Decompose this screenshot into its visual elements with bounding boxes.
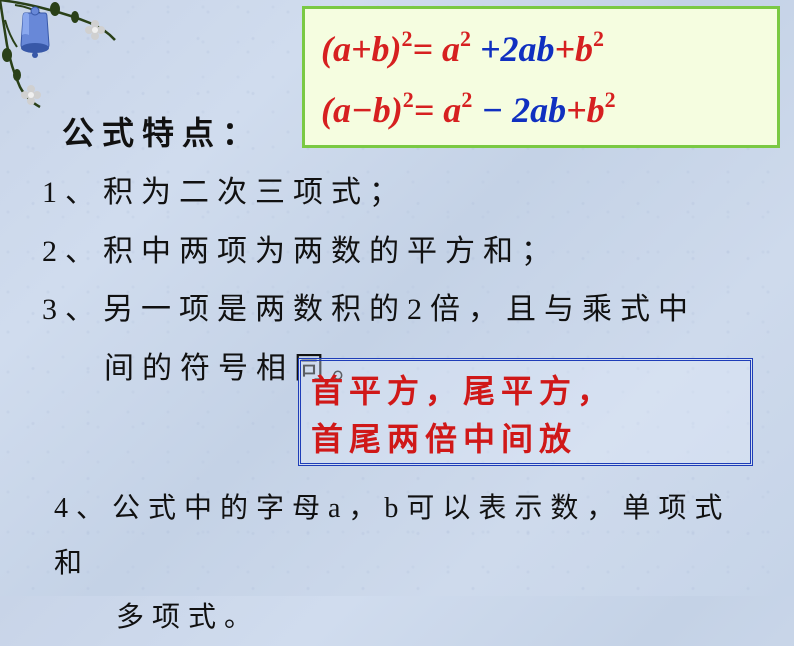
formula-line-2: (a−b)2= a2 − 2ab+b2	[321, 80, 761, 141]
item-3-line1: 3、另一项是两数积的2倍，且与乘式中	[42, 281, 762, 340]
formula2-lhs: (a−b)	[321, 90, 403, 130]
item-2: 2、积中两项为两数的平方和；	[42, 223, 762, 282]
section-heading: 公式特点：	[62, 108, 262, 154]
formula2-middle: − 2ab	[472, 90, 566, 130]
corner-ornament	[0, 0, 125, 110]
mnemonic-line-1: 首平方，尾平方，	[311, 367, 740, 415]
formula1-middle: +2ab	[471, 29, 555, 69]
formula1-lhs: (a+b)	[321, 29, 402, 69]
mnemonic-box: 首平方，尾平方， 首尾两倍中间放	[298, 358, 753, 466]
item-4: 4、公式中的字母a，b可以表示数，单项式和 多项式。	[54, 482, 764, 646]
item-1: 1、积为二次三项式；	[42, 164, 762, 223]
mnemonic-line-2: 首尾两倍中间放	[311, 415, 740, 463]
formula-line-1: (a+b)2= a2 +2ab+b2	[321, 19, 761, 80]
item-4-line2: 多项式。	[54, 591, 260, 646]
item-4-line1: 4、公式中的字母a，b可以表示数，单项式和	[54, 482, 764, 591]
formula-box: (a+b)2= a2 +2ab+b2 (a−b)2= a2 − 2ab+b2	[302, 6, 780, 148]
